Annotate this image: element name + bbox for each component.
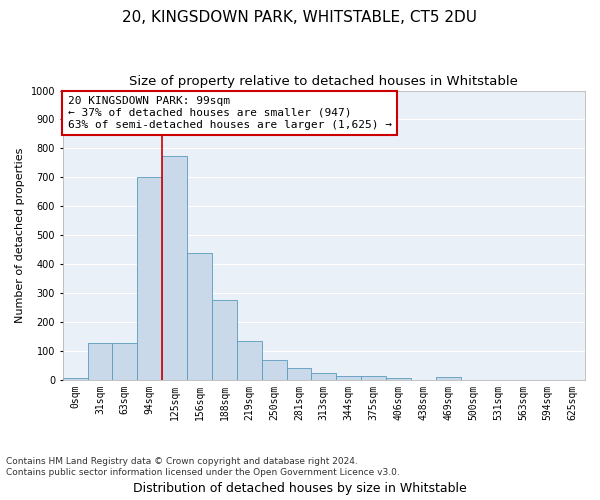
Text: 20, KINGSDOWN PARK, WHITSTABLE, CT5 2DU: 20, KINGSDOWN PARK, WHITSTABLE, CT5 2DU	[122, 10, 478, 25]
Bar	[287, 368, 311, 380]
Bar	[262, 360, 287, 380]
Bar	[187, 252, 212, 380]
Bar	[212, 300, 237, 380]
Bar	[386, 378, 411, 380]
Text: Distribution of detached houses by size in Whitstable: Distribution of detached houses by size …	[133, 482, 467, 495]
Bar	[361, 376, 386, 380]
Bar	[237, 342, 262, 380]
Bar	[88, 343, 112, 380]
Text: 20 KINGSDOWN PARK: 99sqm
← 37% of detached houses are smaller (947)
63% of semi-: 20 KINGSDOWN PARK: 99sqm ← 37% of detach…	[68, 96, 392, 130]
Bar	[112, 343, 137, 380]
Bar	[336, 376, 361, 380]
Bar	[311, 372, 336, 380]
Bar	[162, 156, 187, 380]
Bar	[62, 378, 88, 380]
Y-axis label: Number of detached properties: Number of detached properties	[15, 148, 25, 323]
Text: Contains HM Land Registry data © Crown copyright and database right 2024.
Contai: Contains HM Land Registry data © Crown c…	[6, 458, 400, 477]
Title: Size of property relative to detached houses in Whitstable: Size of property relative to detached ho…	[130, 75, 518, 88]
Bar	[436, 377, 461, 380]
Bar	[137, 178, 162, 380]
